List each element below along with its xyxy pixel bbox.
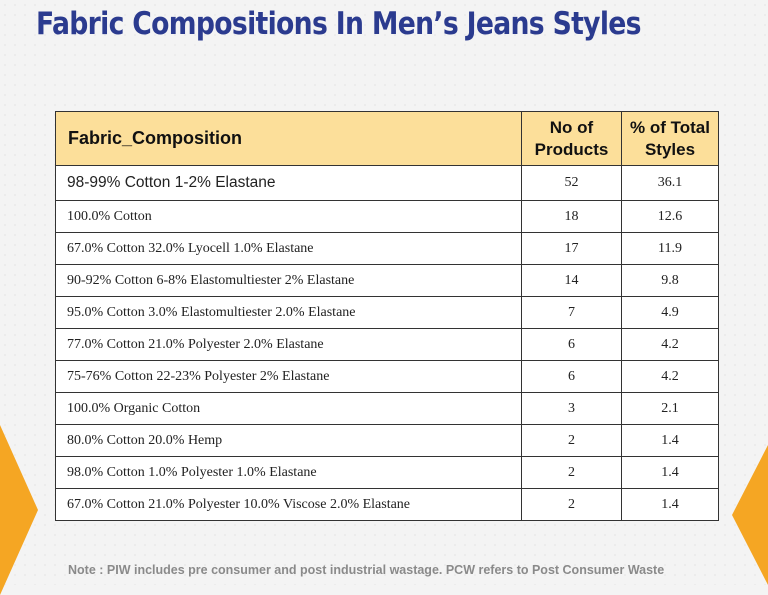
table-row: 95.0% Cotton 3.0% Elastomultiester 2.0% …: [55, 296, 719, 329]
header-pct-of-total-styles: % of Total Styles: [621, 111, 719, 166]
cell-composition: 98.0% Cotton 1.0% Polyester 1.0% Elastan…: [55, 456, 522, 489]
table-row: 90-92% Cotton 6-8% Elastomultiester 2% E…: [55, 264, 719, 297]
cell-pct: 36.1: [621, 165, 719, 201]
cell-pct: 11.9: [621, 232, 719, 265]
cell-pct: 4.9: [621, 296, 719, 329]
cell-products: 6: [521, 360, 622, 393]
cell-products: 6: [521, 328, 622, 361]
table-row: 67.0% Cotton 32.0% Lyocell 1.0% Elastane…: [55, 232, 719, 265]
page-title: Fabric Compositions In Men’s Jeans Style…: [36, 6, 642, 42]
cell-products: 2: [521, 488, 622, 521]
cell-products: 14: [521, 264, 622, 297]
cell-pct: 9.8: [621, 264, 719, 297]
left-accent-triangle: [0, 425, 38, 595]
cell-composition: 67.0% Cotton 21.0% Polyester 10.0% Visco…: [55, 488, 522, 521]
table-row: 80.0% Cotton 20.0% Hemp 2 1.4: [55, 424, 719, 457]
composition-table-container: Fabric_Composition No of Products % of T…: [55, 111, 719, 521]
header-no-of-products-line2: Products: [534, 139, 609, 159]
cell-composition: 75-76% Cotton 22-23% Polyester 2% Elasta…: [55, 360, 522, 393]
cell-composition: 95.0% Cotton 3.0% Elastomultiester 2.0% …: [55, 296, 522, 329]
cell-products: 3: [521, 392, 622, 425]
footnote: Note : PIW includes pre consumer and pos…: [68, 563, 665, 577]
cell-products: 52: [521, 165, 622, 201]
cell-composition: 77.0% Cotton 21.0% Polyester 2.0% Elasta…: [55, 328, 522, 361]
cell-composition: 67.0% Cotton 32.0% Lyocell 1.0% Elastane: [55, 232, 522, 265]
table-row: 77.0% Cotton 21.0% Polyester 2.0% Elasta…: [55, 328, 719, 361]
composition-table: Fabric_Composition No of Products % of T…: [55, 111, 719, 521]
header-pct-line2: Styles: [644, 139, 696, 159]
cell-pct: 2.1: [621, 392, 719, 425]
table-row: 67.0% Cotton 21.0% Polyester 10.0% Visco…: [55, 488, 719, 521]
table-row: 98.0% Cotton 1.0% Polyester 1.0% Elastan…: [55, 456, 719, 489]
cell-composition: 100.0% Organic Cotton: [55, 392, 522, 425]
cell-pct: 4.2: [621, 328, 719, 361]
right-accent-triangle: [732, 445, 768, 585]
table-row: 100.0% Organic Cotton 3 2.1: [55, 392, 719, 425]
cell-products: 7: [521, 296, 622, 329]
cell-products: 2: [521, 424, 622, 457]
table-row: 100.0% Cotton 18 12.6: [55, 200, 719, 233]
cell-pct: 4.2: [621, 360, 719, 393]
cell-pct: 12.6: [621, 200, 719, 233]
header-pct-line1: % of Total: [630, 117, 710, 137]
cell-composition: 80.0% Cotton 20.0% Hemp: [55, 424, 522, 457]
header-no-of-products-line1: No of: [549, 117, 594, 137]
cell-composition: 100.0% Cotton: [55, 200, 522, 233]
cell-composition: 98-99% Cotton 1-2% Elastane: [55, 165, 522, 201]
cell-composition: 90-92% Cotton 6-8% Elastomultiester 2% E…: [55, 264, 522, 297]
table-row: 75-76% Cotton 22-23% Polyester 2% Elasta…: [55, 360, 719, 393]
table-row: 98-99% Cotton 1-2% Elastane 52 36.1: [55, 165, 719, 201]
cell-products: 18: [521, 200, 622, 233]
cell-pct: 1.4: [621, 456, 719, 489]
header-fabric-composition: Fabric_Composition: [55, 111, 522, 166]
table-header-row: Fabric_Composition No of Products % of T…: [55, 111, 719, 166]
cell-pct: 1.4: [621, 424, 719, 457]
cell-products: 2: [521, 456, 622, 489]
cell-products: 17: [521, 232, 622, 265]
cell-pct: 1.4: [621, 488, 719, 521]
header-no-of-products: No of Products: [521, 111, 622, 166]
